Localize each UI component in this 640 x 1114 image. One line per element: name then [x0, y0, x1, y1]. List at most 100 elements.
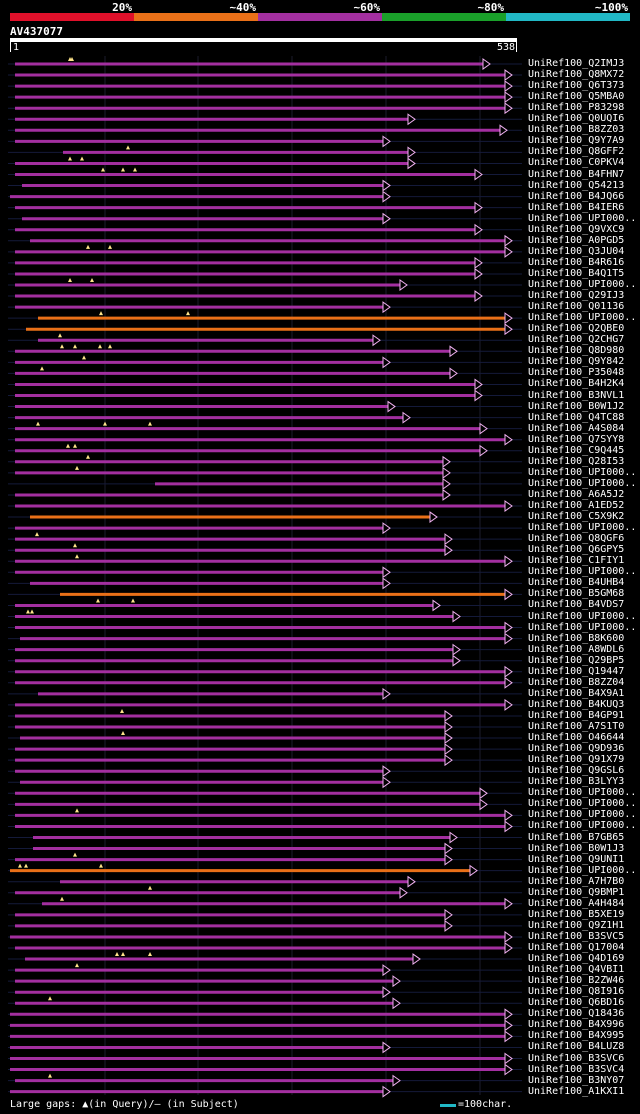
- hit-label[interactable]: UniRef100_UPI000..: [528, 466, 637, 478]
- hit-label[interactable]: UniRef100_B4X995: [528, 1030, 625, 1042]
- hit-label[interactable]: UniRef100_Q28I53: [528, 455, 625, 467]
- hit-label[interactable]: UniRef100_B0W1J3: [528, 842, 625, 854]
- hit-label[interactable]: UniRef100_UPI000..: [528, 312, 637, 324]
- hit-label[interactable]: UniRef100_B5XE19: [528, 908, 625, 920]
- hit-end-arrow: [504, 312, 513, 325]
- hit-label[interactable]: UniRef100_UPI000..: [528, 212, 637, 224]
- hit-label[interactable]: UniRef100_Q17004: [528, 942, 625, 953]
- hit-label[interactable]: UniRef100_O46644: [528, 732, 625, 744]
- hit-label[interactable]: UniRef100_Q9UNI1: [528, 853, 625, 865]
- hit-label[interactable]: UniRef100_UPI000..: [528, 787, 637, 799]
- hit-label[interactable]: UniRef100_B4KUQ3: [528, 698, 625, 710]
- hit-label[interactable]: UniRef100_Q9VXC9: [528, 223, 625, 235]
- hit-label[interactable]: UniRef100_Q8QGF6: [528, 533, 625, 545]
- hit-label[interactable]: UniRef100_Q8D980: [528, 345, 625, 357]
- hit-label[interactable]: UniRef100_Q8GFF2: [528, 146, 625, 158]
- hit-label[interactable]: UniRef100_A4S084: [528, 422, 625, 434]
- hit-label[interactable]: UniRef100_Q8MX72: [528, 69, 625, 81]
- hit-label[interactable]: UniRef100_UPI000..: [528, 279, 637, 290]
- hit-label[interactable]: UniRef100_A0PGD5: [528, 234, 625, 246]
- hit-label[interactable]: UniRef100_UPI000..: [528, 864, 637, 876]
- hit-label[interactable]: UniRef100_B4JQ66: [528, 190, 625, 202]
- hit-label[interactable]: UniRef100_Q18436: [528, 1008, 625, 1020]
- hit-label[interactable]: UniRef100_B3NY07: [528, 1074, 625, 1086]
- hit-label[interactable]: UniRef100_A4H484: [528, 897, 625, 909]
- hit-label[interactable]: UniRef100_UPI000..: [528, 566, 637, 578]
- query-gap-marker: [73, 344, 77, 349]
- hit-label[interactable]: UniRef100_Q6BD16: [528, 997, 625, 1009]
- hit-label[interactable]: UniRef100_UPI000..: [528, 798, 637, 810]
- hit-label[interactable]: UniRef100_P83298: [528, 102, 625, 114]
- hit-label[interactable]: UniRef100_B3SVC4: [528, 1063, 625, 1075]
- hit-label[interactable]: UniRef100_Q29IJ3: [528, 290, 625, 302]
- hit-label[interactable]: UniRef100_Q9BMP1: [528, 886, 625, 898]
- hit-label[interactable]: UniRef100_B3SVC5: [528, 930, 625, 942]
- hit-label[interactable]: UniRef100_B8ZZ04: [528, 676, 625, 688]
- hit-label[interactable]: UniRef100_B3SVC6: [528, 1052, 625, 1064]
- hit-label[interactable]: UniRef100_Q4TC88: [528, 411, 625, 423]
- hit-label[interactable]: UniRef100_Q2CHG7: [528, 334, 625, 346]
- hit-label[interactable]: UniRef100_Q6GPY5: [528, 544, 625, 556]
- hit-label[interactable]: UniRef100_B4GP91: [528, 709, 625, 721]
- hit-end-arrow: [449, 367, 458, 380]
- hit-label[interactable]: UniRef100_B4H2K4: [528, 378, 625, 390]
- hit-label[interactable]: UniRef100_B8ZZ03: [528, 124, 625, 136]
- hit-label[interactable]: UniRef100_Q9GSL6: [528, 765, 625, 777]
- hit-label[interactable]: UniRef100_Q0UQI6: [528, 113, 625, 125]
- hit-label[interactable]: UniRef100_Q7SYY8: [528, 433, 625, 445]
- hit-label[interactable]: UniRef100_C9Q445: [528, 444, 625, 456]
- hit-label[interactable]: UniRef100_B0W1J2: [528, 400, 625, 412]
- hit-label[interactable]: UniRef100_Q2QBE0: [528, 323, 625, 335]
- hit-label[interactable]: UniRef100_Q9Y7A9: [528, 135, 625, 147]
- hit-label[interactable]: UniRef100_B7GB65: [528, 831, 625, 843]
- hit-label[interactable]: UniRef100_Q3JU04: [528, 245, 625, 257]
- hit-label[interactable]: UniRef100_Q9Z1H1: [528, 919, 625, 931]
- hit-label[interactable]: UniRef100_B3NVL1: [528, 389, 625, 401]
- hit-label[interactable]: UniRef100_A1ED52: [528, 500, 625, 511]
- hit-label[interactable]: UniRef100_B4UHB4: [528, 577, 625, 589]
- hit-label[interactable]: UniRef100_B4X9A1: [528, 687, 625, 699]
- hit-label[interactable]: UniRef100_B4FHN7: [528, 168, 625, 180]
- hit-label[interactable]: UniRef100_Q6T373: [528, 80, 625, 92]
- hit-label[interactable]: UniRef100_A8WDL6: [528, 643, 625, 655]
- hit-label[interactable]: UniRef100_B4VDS7: [528, 599, 625, 611]
- hit-label[interactable]: UniRef100_Q91X79: [528, 754, 625, 766]
- hit-label[interactable]: UniRef100_Q54213: [528, 179, 625, 191]
- hit-label[interactable]: UniRef100_B4R616: [528, 256, 625, 268]
- ruler-start-tick: [10, 42, 11, 52]
- hit-label[interactable]: UniRef100_B4X996: [528, 1019, 625, 1031]
- hit-label[interactable]: UniRef100_Q8I916: [528, 986, 625, 998]
- hit-end-arrow: [504, 234, 513, 247]
- hit-label[interactable]: UniRef100_Q2IMJ3: [528, 58, 625, 69]
- hit-label[interactable]: UniRef100_C5X9K2: [528, 511, 625, 523]
- hit-label[interactable]: UniRef100_Q9D936: [528, 743, 625, 755]
- hit-label[interactable]: UniRef100_UPI000..: [528, 522, 637, 534]
- hit-label[interactable]: UniRef100_Q01136: [528, 301, 625, 313]
- hit-label[interactable]: UniRef100_Q29BP5: [528, 654, 625, 666]
- hit-label[interactable]: UniRef100_P35048: [528, 367, 625, 379]
- hit-label[interactable]: UniRef100_UPI000..: [528, 477, 637, 489]
- hit-label[interactable]: UniRef100_UPI000..: [528, 820, 637, 832]
- hit-end-arrow: [449, 345, 458, 358]
- hit-label[interactable]: UniRef100_A7H7B0: [528, 875, 625, 887]
- hit-label[interactable]: UniRef100_B5GM68: [528, 588, 625, 600]
- hit-label[interactable]: UniRef100_A7S1T0: [528, 721, 625, 732]
- hit-label[interactable]: UniRef100_C1FIY1: [528, 555, 625, 567]
- hit-label[interactable]: UniRef100_B8K600: [528, 632, 625, 644]
- hit-label[interactable]: UniRef100_Q4D169: [528, 953, 625, 965]
- hit-label[interactable]: UniRef100_UPI000..: [528, 610, 637, 622]
- hit-label[interactable]: UniRef100_B4LUZ8: [528, 1041, 625, 1053]
- hit-label[interactable]: UniRef100_Q9Y842: [528, 356, 625, 368]
- hit-label[interactable]: UniRef100_A6A5J2: [528, 488, 625, 500]
- hit-label[interactable]: UniRef100_B4IER6: [528, 201, 625, 213]
- hit-label[interactable]: UniRef100_B4Q1T5: [528, 267, 625, 279]
- hit-label[interactable]: UniRef100_C0PKV4: [528, 157, 625, 169]
- hit-label[interactable]: UniRef100_Q19447: [528, 665, 625, 677]
- hit-label[interactable]: UniRef100_Q4VBI1: [528, 964, 625, 976]
- hit-label[interactable]: UniRef100_B2ZW46: [528, 975, 625, 987]
- hit-label[interactable]: UniRef100_UPI000..: [528, 621, 637, 633]
- hit-label[interactable]: UniRef100_UPI000..: [528, 809, 637, 821]
- hit-label[interactable]: UniRef100_B3LYY3: [528, 776, 625, 788]
- hit-label[interactable]: UniRef100_A1KXI1: [528, 1085, 625, 1097]
- hit-label[interactable]: UniRef100_Q5MBA0: [528, 91, 625, 103]
